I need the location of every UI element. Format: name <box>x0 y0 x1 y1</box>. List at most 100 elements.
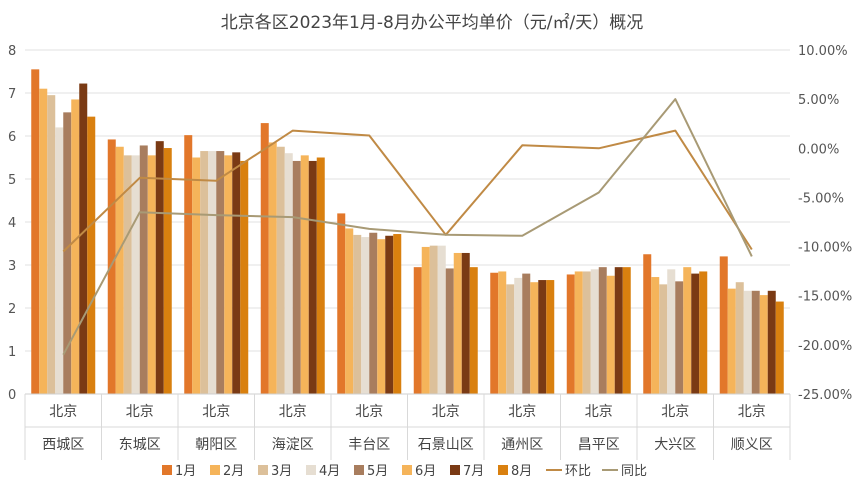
category-label: 海淀区 <box>272 437 314 453</box>
bar-7月 <box>232 152 241 394</box>
bar-2月 <box>498 271 507 394</box>
bar-6月 <box>147 155 156 394</box>
bar-6月 <box>683 267 692 394</box>
bar-4月 <box>437 245 446 394</box>
legend-swatch <box>210 465 220 475</box>
bar-4月 <box>590 269 599 394</box>
bar-5月 <box>139 145 148 394</box>
bar-1月 <box>643 254 652 394</box>
bar-6月 <box>224 155 233 394</box>
bar-7月 <box>614 267 623 394</box>
bar-4月 <box>514 277 523 394</box>
bar-6月 <box>453 252 462 394</box>
legend-label: 5月 <box>367 464 388 479</box>
left-tick-label: 3 <box>8 259 16 274</box>
bar-8月 <box>699 271 708 394</box>
left-tick-label: 6 <box>8 130 16 145</box>
bar-8月 <box>316 157 325 394</box>
bar-8月 <box>240 160 249 394</box>
category-label: 大兴区 <box>654 437 696 453</box>
bar-7月 <box>385 235 394 394</box>
category-top-label: 北京 <box>661 404 689 420</box>
right-tick-label: -10.00% <box>798 241 852 256</box>
bar-6月 <box>530 282 539 394</box>
category-top-label: 北京 <box>355 404 383 420</box>
right-tick-label: 5.00% <box>798 93 839 108</box>
bar-2月 <box>115 146 124 394</box>
category-label: 顺义区 <box>731 437 773 453</box>
bar-8月 <box>469 267 478 394</box>
bar-3月 <box>353 234 362 394</box>
bar-2月 <box>39 88 48 394</box>
legend-label: 4月 <box>319 464 340 479</box>
bar-8月 <box>546 280 555 394</box>
bar-1月 <box>107 139 116 394</box>
bar-1月 <box>490 272 499 394</box>
left-tick-label: 5 <box>8 173 16 188</box>
right-tick-label: -20.00% <box>798 339 852 354</box>
bar-7月 <box>461 252 470 394</box>
category-top-label: 北京 <box>432 404 460 420</box>
right-tick-label: -5.00% <box>798 191 844 206</box>
legend-swatch <box>354 465 364 475</box>
right-tick-label: 10.00% <box>798 44 848 59</box>
category-label: 昌平区 <box>578 437 620 453</box>
legend: 1月 2月 3月 4月 5月 6月 7月 8月 环比 同比 <box>162 464 647 479</box>
bar-4月 <box>208 151 217 394</box>
legend-swatch <box>402 465 412 475</box>
bar-6月 <box>606 275 615 394</box>
bar-7月 <box>767 290 776 394</box>
bar-8月 <box>622 267 631 394</box>
line-同比 <box>62 98 753 356</box>
left-tick-label: 7 <box>8 87 16 102</box>
bar-5月 <box>63 112 72 394</box>
bar-2月 <box>192 157 201 394</box>
bar-1月 <box>566 274 575 394</box>
bar-2月 <box>345 228 354 394</box>
legend-label: 同比 <box>621 464 647 479</box>
legend-swatch <box>258 465 268 475</box>
bar-5月 <box>292 160 301 394</box>
legend-label: 7月 <box>463 464 484 479</box>
bar-6月 <box>71 99 80 394</box>
legend-label: 6月 <box>415 464 436 479</box>
bar-5月 <box>675 281 684 394</box>
legend-label: 3月 <box>271 464 292 479</box>
line-series <box>62 98 753 356</box>
left-tick-label: 8 <box>8 44 16 59</box>
bar-7月 <box>79 83 88 394</box>
bar-3月 <box>123 155 132 394</box>
bar-3月 <box>582 271 591 394</box>
bar-5月 <box>369 232 378 394</box>
legend-swatch <box>306 465 316 475</box>
category-label: 西城区 <box>42 437 84 453</box>
left-tick-label: 4 <box>8 216 16 231</box>
right-tick-label: 0.00% <box>798 142 839 157</box>
bar-7月 <box>308 160 317 394</box>
legend-label: 1月 <box>175 464 196 479</box>
legend-label: 8月 <box>511 464 532 479</box>
bar-7月 <box>538 280 547 394</box>
chart-title: 北京各区2023年1月-8月办公平均单价（元/㎡/天）概况 <box>221 13 643 33</box>
bar-3月 <box>659 284 668 394</box>
left-tick-label: 0 <box>8 388 16 403</box>
bar-5月 <box>598 267 607 394</box>
category-label: 丰台区 <box>348 437 390 453</box>
bar-2月 <box>421 246 430 394</box>
bar-2月 <box>651 277 660 394</box>
bar-8月 <box>163 148 172 394</box>
bar-3月 <box>276 146 285 394</box>
bar-7月 <box>155 141 164 394</box>
bar-6月 <box>759 295 768 394</box>
category-label: 通州区 <box>501 437 543 453</box>
bar-4月 <box>55 127 64 395</box>
left-axis: 0 1 2 3 4 5 6 7 8 <box>8 44 16 403</box>
bar-2月 <box>268 142 277 394</box>
bar-4月 <box>361 237 370 394</box>
right-tick-label: -15.00% <box>798 290 852 305</box>
bar-1月 <box>413 267 422 394</box>
bar-5月 <box>751 290 760 394</box>
category-label: 东城区 <box>119 437 161 453</box>
left-tick-label: 2 <box>8 302 16 317</box>
category-top-label: 北京 <box>585 404 613 420</box>
